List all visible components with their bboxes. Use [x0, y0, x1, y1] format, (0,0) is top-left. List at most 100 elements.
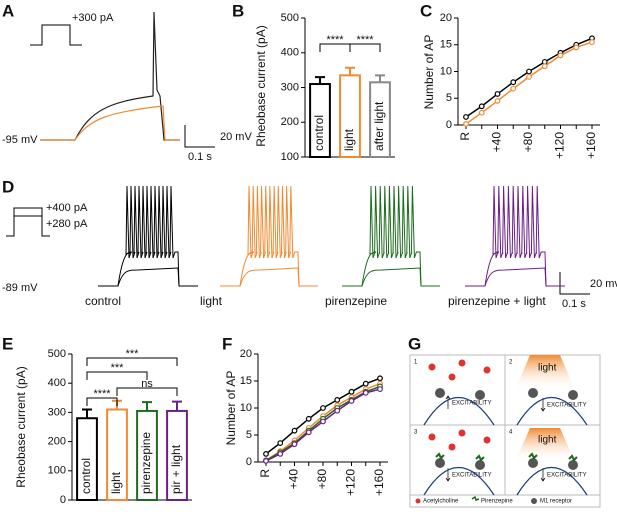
- trace: [465, 267, 565, 287]
- light-label: light: [538, 363, 557, 374]
- data-point: [348, 398, 355, 404]
- trace: [342, 267, 440, 287]
- category-label: pirenzepine: [139, 432, 153, 494]
- x-tick-label: +120: [553, 132, 567, 159]
- receptor: [475, 460, 485, 470]
- excitability-label: EXCITABILITY: [452, 401, 492, 407]
- panel-letter: B: [232, 1, 244, 20]
- y-tick-label: 300: [281, 81, 299, 93]
- data-point: [334, 397, 341, 403]
- trace: [465, 185, 565, 287]
- error-bar: [142, 401, 152, 411]
- significance-label: ns: [141, 378, 153, 390]
- data-point: [526, 68, 532, 75]
- legend-label: Pirenzepine: [481, 499, 513, 505]
- pirenzepine: [528, 452, 538, 460]
- y-tick-label: 0: [446, 119, 452, 131]
- quadrant-number: 4: [509, 430, 513, 436]
- data-point: [494, 91, 501, 97]
- y-tick-label: 200: [281, 116, 299, 128]
- category-label: control: [79, 458, 93, 494]
- legend-label: M1 receptor: [540, 499, 572, 505]
- scale-label: 20 mv: [590, 278, 617, 290]
- step-label: +280 pA: [46, 218, 88, 230]
- significance-bracket: [86, 397, 118, 406]
- trace: [98, 185, 198, 287]
- acetylcholine: [428, 363, 436, 371]
- series-line: [465, 41, 593, 125]
- receptor: [435, 388, 445, 398]
- y-tick-label: 15: [440, 39, 452, 51]
- y-axis-label: Rheobase current (pA): [14, 366, 28, 487]
- trace: [220, 267, 318, 287]
- diagram: 1 2 3 4 light light EXCITABILITY EXCITAB…: [409, 354, 601, 508]
- membrane: [423, 467, 495, 496]
- category-label: control: [312, 115, 326, 151]
- receptor: [568, 460, 578, 470]
- y-tick-label: 10: [440, 65, 452, 77]
- quadrant-number: 3: [414, 430, 418, 436]
- acetylcholine: [448, 373, 456, 381]
- data-point: [362, 380, 369, 387]
- scale-label: 0.1 s: [188, 151, 212, 163]
- x-tick-label: +80: [521, 132, 535, 153]
- data-point: [463, 114, 469, 120]
- data-point: [377, 386, 383, 393]
- receptor: [528, 388, 538, 398]
- legend-icon: [471, 495, 480, 501]
- error-bar: [172, 400, 182, 411]
- y-axis-label: Rheobase current (pA): [254, 25, 268, 146]
- significance-bracket: [349, 43, 381, 52]
- membrane: [516, 467, 588, 496]
- excitability-label: EXCITABILITY: [547, 403, 587, 409]
- quadrant-number: 2: [509, 360, 513, 366]
- scale-bar: [559, 272, 590, 295]
- x-tick-label: +160: [372, 469, 386, 496]
- panel-letter: F: [222, 334, 232, 353]
- condition-label: pirenzepine: [325, 294, 387, 308]
- data-point: [320, 405, 326, 411]
- data-point: [263, 458, 269, 464]
- error-bar: [82, 408, 92, 419]
- data-point: [377, 375, 383, 382]
- x-tick-label: +80: [315, 469, 329, 490]
- x-tick-label: R: [258, 469, 272, 478]
- receptor: [528, 458, 538, 468]
- excitability-label: EXCITABILITY: [547, 473, 587, 479]
- pirenzepine: [568, 454, 578, 462]
- significance-label: ****: [326, 34, 344, 46]
- baseline-label: -89 mV: [2, 282, 38, 294]
- x-tick-label: +120: [344, 469, 358, 496]
- trace: [98, 267, 198, 287]
- significance-label: ***: [111, 362, 125, 374]
- data-point: [510, 79, 517, 86]
- y-tick-label: 400: [281, 47, 299, 59]
- y-tick-label: 5: [446, 92, 452, 104]
- y-tick-label: 400: [48, 377, 66, 389]
- data-point: [320, 418, 326, 425]
- excitability-label: EXCITABILITY: [452, 473, 492, 479]
- x-tick-label: +40: [490, 132, 504, 153]
- acetylcholine: [458, 429, 466, 437]
- y-tick-label: 0: [246, 456, 252, 468]
- y-tick-label: 500: [281, 12, 299, 24]
- data-point: [589, 39, 595, 45]
- x-tick-label: +160: [584, 132, 598, 159]
- trace: [40, 105, 180, 141]
- membrane: [423, 397, 495, 426]
- light-label: light: [538, 435, 557, 446]
- data-point: [463, 121, 469, 127]
- panel-letter: E: [2, 334, 13, 353]
- category-label: pir + light: [169, 444, 183, 494]
- y-tick-label: 0: [60, 494, 66, 506]
- scale-bar: [184, 125, 215, 148]
- significance-bracket: [116, 387, 178, 396]
- y-tick-label: 500: [48, 348, 66, 360]
- trace: [220, 185, 318, 287]
- pirenzepine: [475, 454, 485, 462]
- step-label: +300 pA: [72, 12, 114, 24]
- data-point: [305, 429, 312, 436]
- x-tick-label: R: [458, 132, 472, 141]
